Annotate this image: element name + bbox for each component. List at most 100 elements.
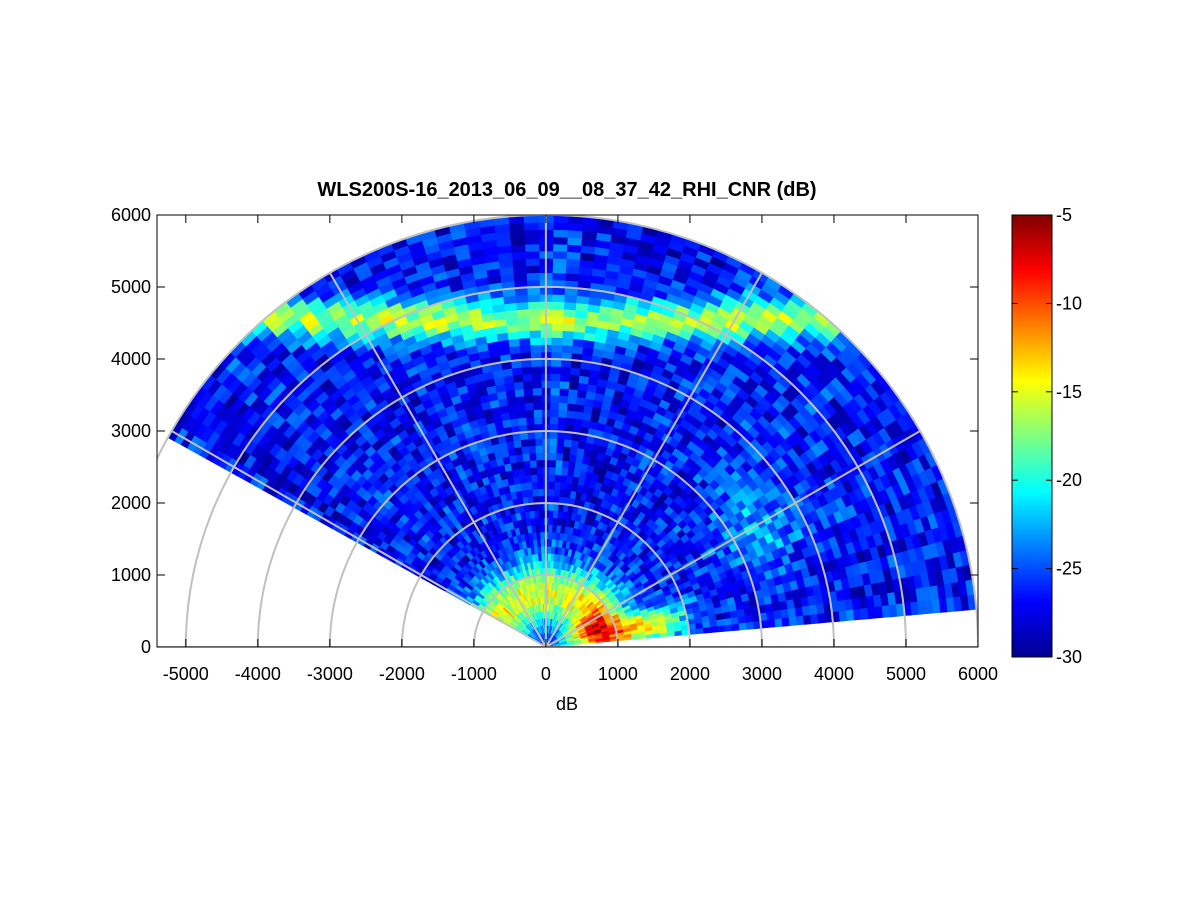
- x-tick-label: 4000: [814, 664, 854, 684]
- heatmap-cell: [571, 345, 584, 355]
- heatmap-cell: [568, 453, 577, 463]
- heatmap-cell: [550, 344, 563, 353]
- heatmap-cell: [553, 488, 561, 497]
- heatmap-cell: [533, 416, 543, 425]
- heatmap-cell: [563, 294, 578, 304]
- heatmap-cell: [562, 308, 576, 318]
- heatmap-cell: [523, 394, 534, 404]
- heatmap-cell: [562, 323, 575, 332]
- heatmap-cell: [548, 481, 555, 490]
- heatmap-cell: [525, 272, 540, 281]
- heatmap-cell: [511, 251, 526, 261]
- heatmap-cell: [860, 607, 870, 620]
- heatmap-cell: [573, 410, 584, 420]
- heatmap-cell: [548, 445, 557, 454]
- heatmap-cell: [552, 510, 559, 519]
- heatmap-cell: [558, 394, 569, 404]
- y-tick-label: 0: [141, 637, 151, 657]
- heatmap-cell: [538, 517, 545, 526]
- heatmap-cell: [536, 466, 544, 475]
- y-tick-label: 4000: [111, 349, 151, 369]
- heatmap-cell: [551, 272, 566, 281]
- heatmap-cell: [527, 293, 541, 303]
- heatmap-cell: [557, 409, 567, 418]
- heatmap-cell: [515, 402, 526, 412]
- heatmap-cell: [557, 402, 568, 411]
- heatmap-cell: [522, 387, 534, 397]
- heatmap-cell: [554, 459, 563, 469]
- y-tick-label: 5000: [111, 277, 151, 297]
- heatmap-cell: [738, 622, 748, 631]
- x-tick-label: -4000: [235, 664, 281, 684]
- heatmap-cell: [551, 315, 564, 324]
- heatmap-cell: [795, 615, 805, 626]
- heatmap-cell: [507, 338, 520, 348]
- heatmap-cell: [561, 460, 570, 469]
- x-tick-label: 2000: [670, 664, 710, 684]
- heatmap-cell: [546, 560, 551, 569]
- heatmap-cell: [845, 608, 855, 621]
- heatmap-cell: [551, 517, 558, 526]
- heatmap-cell: [537, 488, 544, 497]
- chart-title: WLS200S-16_2013_06_09__08_37_42_RHI_CNR …: [317, 179, 816, 201]
- heatmap-cell: [556, 438, 565, 447]
- heatmap-cell: [549, 416, 559, 425]
- heatmap-cell: [551, 322, 564, 331]
- heatmap-cell: [550, 538, 556, 547]
- heatmap-cell: [558, 488, 566, 498]
- heatmap-cell: [550, 380, 561, 389]
- heatmap-cell: [538, 509, 544, 518]
- heatmap-cell: [561, 337, 574, 347]
- heatmap-cell: [512, 265, 527, 275]
- heatmap-cell: [552, 243, 568, 252]
- heatmap-cell: [551, 308, 564, 317]
- heatmap-cell: [522, 460, 531, 469]
- heatmap-cell: [534, 445, 543, 454]
- heatmap-cell: [547, 545, 552, 554]
- heatmap-cell: [529, 344, 542, 353]
- heatmap-cell: [516, 315, 530, 325]
- heatmap-cell: [508, 410, 519, 420]
- heatmap-cell: [562, 445, 571, 455]
- heatmap-cell: [559, 481, 567, 491]
- heatmap-cell: [516, 308, 529, 318]
- heatmap-cell: [524, 236, 540, 245]
- heatmap-cell: [572, 417, 583, 427]
- heatmap-cell: [547, 524, 553, 533]
- heatmap-cell: [560, 467, 569, 476]
- heatmap-cell: [562, 315, 576, 325]
- heatmap-cell: [509, 229, 525, 239]
- heatmap-cell: [525, 257, 540, 267]
- colorbar-tick-label: -25: [1056, 559, 1082, 579]
- heatmap-cell: [523, 221, 539, 231]
- heatmap-cell: [767, 618, 776, 628]
- heatmap-cell: [547, 538, 552, 547]
- heatmap-cell: [527, 438, 536, 447]
- heatmap-cell: [523, 229, 540, 238]
- heatmap-cell: [552, 250, 567, 260]
- heatmap-cell: [559, 474, 568, 483]
- heatmap-cell: [509, 236, 526, 246]
- cnr-heatmap: [167, 215, 977, 647]
- heatmap-cell: [528, 329, 541, 339]
- heatmap-cell: [519, 344, 531, 354]
- heatmap-cell: [517, 330, 531, 339]
- heatmap-cell: [568, 374, 580, 383]
- heatmap-cell: [774, 617, 783, 628]
- heatmap-cell: [518, 337, 531, 347]
- heatmap-cell: [511, 366, 523, 376]
- heatmap-cell: [565, 417, 575, 426]
- heatmap-cell: [550, 373, 561, 382]
- heatmap-cell: [547, 531, 553, 540]
- heatmap-cell: [558, 387, 569, 397]
- heatmap-cell: [561, 330, 574, 339]
- heatmap-cell: [564, 272, 579, 282]
- heatmap-cell: [531, 373, 542, 382]
- heatmap-cell: [567, 460, 576, 470]
- heatmap-cell: [510, 244, 526, 253]
- heatmap-cell: [555, 452, 564, 461]
- heatmap-cell: [550, 329, 563, 339]
- colorbar: [1011, 214, 1053, 658]
- heatmap-cell: [566, 467, 575, 477]
- colorbar-tick-label: -20: [1056, 470, 1082, 490]
